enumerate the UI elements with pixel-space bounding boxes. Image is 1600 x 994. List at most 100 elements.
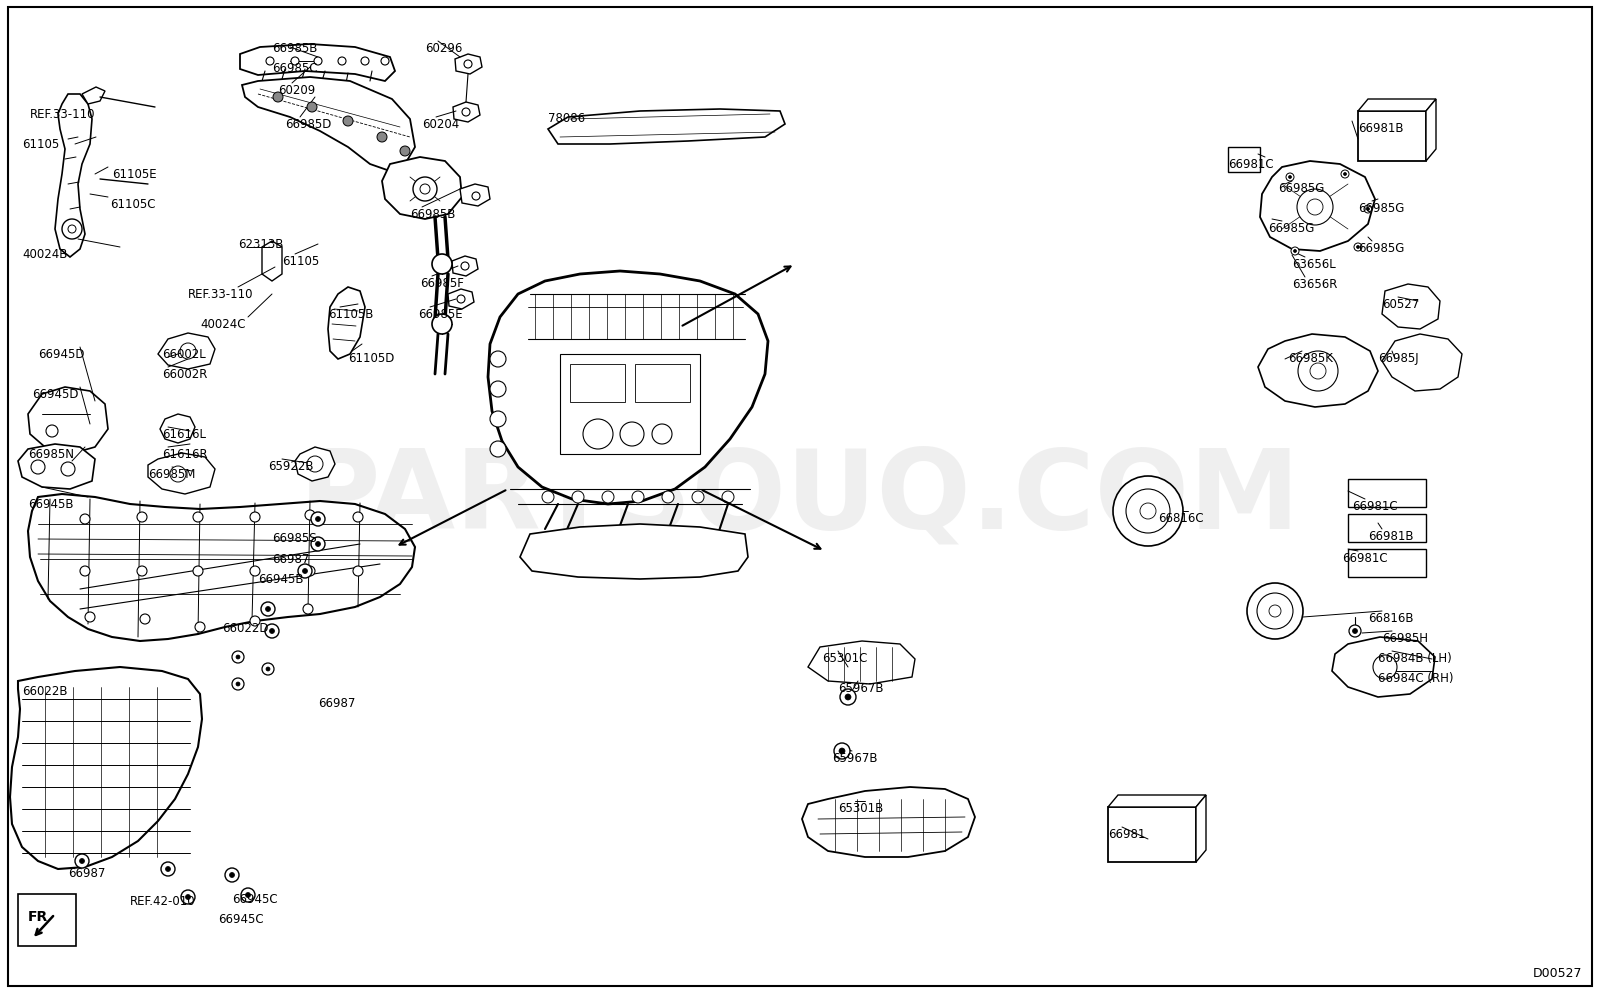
- Text: 66945B: 66945B: [258, 573, 304, 585]
- Text: 66985H: 66985H: [1382, 631, 1429, 644]
- Circle shape: [1291, 248, 1299, 255]
- Circle shape: [1293, 250, 1296, 253]
- Circle shape: [342, 117, 354, 127]
- Polygon shape: [82, 87, 106, 105]
- Text: 60527: 60527: [1382, 297, 1419, 311]
- Circle shape: [194, 513, 203, 523]
- Circle shape: [845, 694, 851, 701]
- Circle shape: [250, 616, 259, 626]
- Text: 66022B: 66022B: [22, 684, 67, 698]
- Polygon shape: [1358, 100, 1437, 112]
- Circle shape: [378, 133, 387, 143]
- Polygon shape: [453, 256, 478, 276]
- Text: 66985J: 66985J: [1378, 352, 1419, 365]
- Polygon shape: [454, 55, 482, 75]
- Circle shape: [302, 569, 307, 574]
- Polygon shape: [547, 110, 786, 145]
- Text: 40024C: 40024C: [200, 318, 245, 331]
- Circle shape: [138, 567, 147, 577]
- Text: 61105E: 61105E: [112, 168, 157, 181]
- Circle shape: [232, 651, 243, 663]
- Circle shape: [1298, 190, 1333, 226]
- Text: 66022D: 66022D: [222, 621, 269, 634]
- Text: 66985G: 66985G: [1358, 202, 1405, 215]
- Circle shape: [1139, 504, 1155, 520]
- Circle shape: [1246, 583, 1302, 639]
- Text: 66984C (RH): 66984C (RH): [1378, 671, 1453, 684]
- Circle shape: [722, 491, 734, 504]
- Circle shape: [237, 655, 240, 659]
- Circle shape: [138, 513, 147, 523]
- Text: 66945D: 66945D: [38, 348, 85, 361]
- Circle shape: [315, 542, 320, 547]
- Bar: [1347, 550, 1426, 578]
- Circle shape: [632, 491, 643, 504]
- Circle shape: [602, 491, 614, 504]
- Circle shape: [354, 567, 363, 577]
- Circle shape: [186, 895, 190, 900]
- Polygon shape: [1426, 100, 1437, 162]
- Circle shape: [30, 460, 45, 474]
- Polygon shape: [808, 641, 915, 684]
- Circle shape: [80, 515, 90, 525]
- Circle shape: [1310, 364, 1326, 380]
- Circle shape: [490, 441, 506, 457]
- Circle shape: [354, 513, 363, 523]
- Text: 66945C: 66945C: [218, 912, 264, 925]
- Circle shape: [1349, 625, 1362, 637]
- Text: 61105: 61105: [22, 138, 59, 151]
- Circle shape: [298, 565, 312, 579]
- Circle shape: [419, 185, 430, 195]
- Circle shape: [250, 567, 259, 577]
- Circle shape: [1341, 171, 1349, 179]
- Text: 61616R: 61616R: [162, 447, 208, 460]
- Circle shape: [582, 419, 613, 449]
- Polygon shape: [1107, 795, 1206, 807]
- Text: 66985N: 66985N: [29, 447, 74, 460]
- Circle shape: [245, 893, 251, 898]
- Circle shape: [229, 873, 235, 878]
- Text: 66985B: 66985B: [272, 42, 317, 55]
- Circle shape: [542, 491, 554, 504]
- Circle shape: [306, 511, 315, 521]
- Polygon shape: [328, 287, 365, 360]
- Circle shape: [662, 491, 674, 504]
- Text: 66985F: 66985F: [419, 276, 464, 289]
- Circle shape: [1288, 176, 1291, 179]
- Circle shape: [834, 744, 850, 759]
- Circle shape: [840, 689, 856, 706]
- Text: 66985D: 66985D: [285, 118, 331, 131]
- Circle shape: [490, 352, 506, 368]
- Text: 66945D: 66945D: [32, 388, 78, 401]
- Circle shape: [61, 462, 75, 476]
- Circle shape: [472, 193, 480, 201]
- Text: 66945C: 66945C: [232, 892, 278, 906]
- Text: 66981C: 66981C: [1342, 552, 1387, 565]
- Text: 66981B: 66981B: [1358, 122, 1403, 135]
- Circle shape: [170, 466, 186, 482]
- Text: 66985G: 66985G: [1267, 222, 1314, 235]
- Circle shape: [306, 567, 315, 577]
- Text: 66002R: 66002R: [162, 368, 208, 381]
- Circle shape: [269, 629, 275, 634]
- Circle shape: [266, 58, 274, 66]
- Text: 61105: 61105: [282, 254, 320, 267]
- Circle shape: [621, 422, 643, 446]
- Circle shape: [85, 612, 94, 622]
- Text: 62313B: 62313B: [238, 238, 283, 250]
- Circle shape: [461, 262, 469, 270]
- Text: 63656R: 63656R: [1293, 277, 1338, 290]
- Text: FR: FR: [29, 910, 48, 923]
- Circle shape: [1298, 352, 1338, 392]
- Polygon shape: [1261, 162, 1374, 251]
- Polygon shape: [1197, 795, 1206, 862]
- Circle shape: [232, 678, 243, 690]
- Text: 61616L: 61616L: [162, 427, 206, 440]
- Circle shape: [1258, 593, 1293, 629]
- Polygon shape: [461, 185, 490, 207]
- Circle shape: [1357, 247, 1360, 249]
- Circle shape: [653, 424, 672, 444]
- Circle shape: [315, 517, 320, 522]
- Text: 65967B: 65967B: [838, 681, 883, 694]
- Text: 66981: 66981: [1107, 827, 1146, 840]
